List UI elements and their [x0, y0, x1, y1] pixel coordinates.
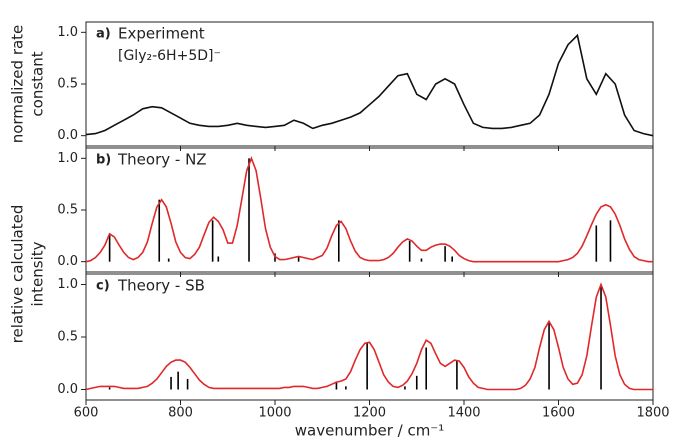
- panel-label: c): [96, 279, 110, 294]
- y-axis-label: intensity: [29, 241, 47, 306]
- panel-subtitle: [Gly₂-6H+5D]⁻: [118, 48, 221, 64]
- y-tick-label: 0.5: [57, 203, 78, 218]
- y-axis-label: constant: [29, 51, 47, 116]
- y-tick-label: 1.0: [57, 277, 78, 292]
- y-tick-label: 0.0: [57, 382, 78, 397]
- panel-label: a): [96, 27, 111, 42]
- y-tick-label: 1.0: [57, 151, 78, 166]
- x-tick-label: 1000: [258, 406, 291, 421]
- y-tick-label: 0.0: [57, 128, 78, 143]
- curve: [85, 156, 653, 263]
- panel-title: Theory - SB: [117, 277, 205, 295]
- curve: [85, 33, 654, 137]
- x-tick-label: 1200: [353, 406, 386, 421]
- y-tick-label: 0.5: [57, 77, 78, 92]
- y-tick-label: 0.0: [57, 254, 78, 269]
- x-tick-label: 1600: [542, 406, 575, 421]
- x-tick-label: 1400: [447, 406, 480, 421]
- x-tick-label: 1800: [636, 406, 669, 421]
- x-axis-label: wavenumber / cm⁻¹: [295, 422, 445, 440]
- panel-label: b): [96, 153, 111, 168]
- y-tick-label: 1.0: [57, 25, 78, 40]
- y-axis-label: relative calculated: [9, 205, 27, 344]
- y-axis-label: normalized rate: [9, 25, 27, 144]
- y-tick-label: 0.5: [57, 330, 78, 345]
- x-tick-label: 800: [168, 406, 193, 421]
- panel-title: Theory - NZ: [117, 151, 207, 169]
- curve: [85, 282, 653, 391]
- panel-title: Experiment: [118, 25, 205, 43]
- x-tick-label: 600: [74, 406, 99, 421]
